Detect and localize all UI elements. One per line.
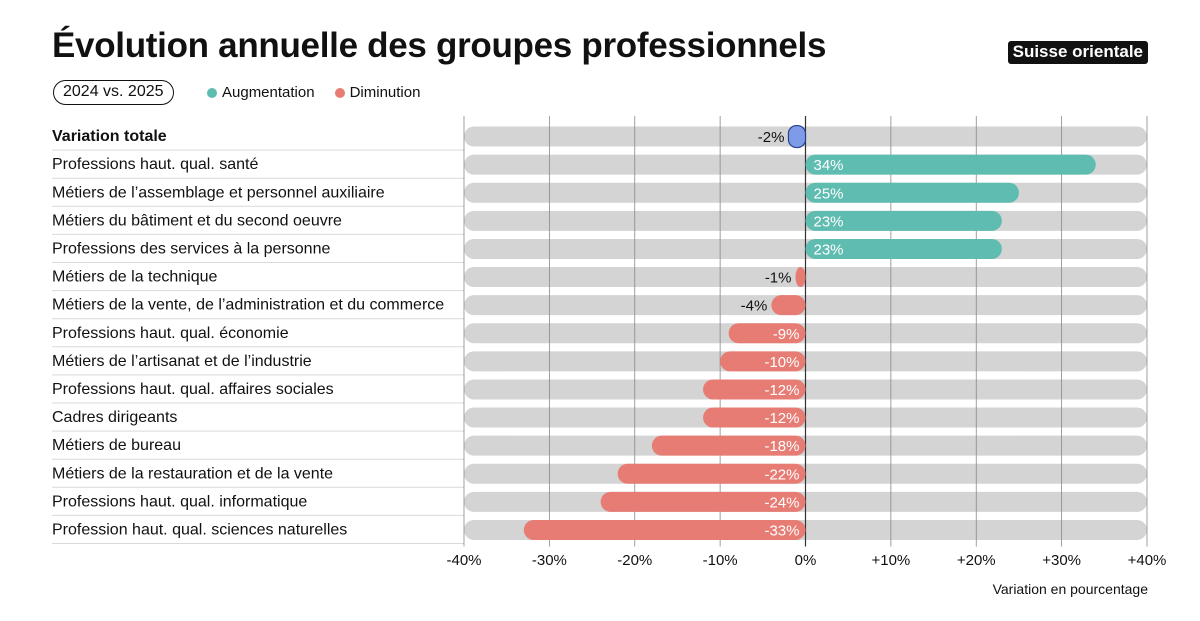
x-tick-label: -30% [532, 552, 567, 569]
bar [795, 267, 806, 288]
category-label: Métiers de l’assemblage et personnel aux… [52, 184, 385, 201]
x-tick-label: 0% [795, 552, 817, 569]
bar [728, 323, 806, 344]
bar [805, 182, 1019, 203]
category-label: Cadres dirigeants [52, 409, 177, 426]
x-axis-title: Variation en pourcentage [992, 581, 1148, 597]
bar [523, 519, 806, 540]
legend-dot-decrease [334, 87, 345, 98]
bar [771, 295, 806, 316]
category-label: Professions haut. qual. économie [52, 325, 289, 342]
bar-value-label: -33% [764, 522, 799, 539]
category-label: Professions haut. qual. informatique [52, 493, 307, 510]
bar [805, 238, 1002, 259]
region-badge: Suisse orientale [1007, 41, 1148, 64]
bar-value-label: -4% [741, 298, 768, 315]
bar-value-label: -12% [764, 410, 799, 427]
bar-value-label: -10% [764, 354, 799, 371]
x-tick-label: +20% [957, 552, 996, 569]
legend-item-increase: Augmentation [207, 84, 315, 101]
bar-value-label: 25% [814, 185, 844, 202]
bar [703, 379, 806, 400]
category-label: Métiers de l’artisanat et de l’industrie [52, 353, 312, 370]
bar [805, 210, 1002, 231]
category-label: Profession haut. qual. sciences naturell… [52, 521, 347, 538]
x-tick-label: -10% [703, 552, 738, 569]
label-layer: Variation totale Professions haut. qual. … [52, 128, 1166, 569]
bar-value-label: -2% [758, 129, 785, 146]
category-label: Métiers de la restauration et de la vent… [52, 465, 333, 482]
category-label: Professions haut. qual. santé [52, 156, 258, 173]
legend: Augmentation Diminution [207, 84, 440, 101]
legend-label-decrease: Diminution [349, 84, 421, 101]
bar [703, 407, 806, 428]
x-tick-label: +10% [871, 552, 910, 569]
category-label: Variation totale [52, 128, 167, 145]
bar-value-label: -12% [764, 382, 799, 399]
legend-item-decrease: Diminution [334, 84, 421, 101]
x-tick-label: -40% [446, 552, 481, 569]
bar-value-label: 23% [814, 213, 844, 230]
chart-title: Évolution annuelle des groupes professio… [52, 26, 827, 65]
bar-value-label: -24% [764, 494, 799, 511]
bar [720, 351, 806, 372]
bar-value-label: -9% [773, 326, 800, 343]
bar-value-label: -22% [764, 466, 799, 483]
category-label: Métiers de bureau [52, 437, 181, 454]
legend-label-increase: Augmentation [222, 84, 315, 101]
bar-value-label: 23% [814, 241, 844, 258]
legend-dot-increase [207, 87, 217, 98]
bar-layer [523, 124, 1096, 540]
category-label: Métiers de la technique [52, 269, 218, 286]
bar [805, 154, 1096, 175]
x-tick-label: +30% [1042, 552, 1081, 569]
period-pill: 2024 vs. 2025 [53, 80, 174, 105]
x-tick-label: -20% [617, 552, 652, 569]
bar-total [787, 124, 807, 149]
bar-value-label: -1% [765, 270, 792, 287]
category-label: Métiers du bâtiment et du second oeuvre [52, 212, 342, 229]
category-label: Professions haut. qual. affaires sociale… [52, 381, 334, 398]
category-label: Métiers de la vente, de l’administration… [52, 297, 444, 314]
category-label: Professions des services à la personne [52, 240, 330, 257]
bar-value-label: -18% [764, 438, 799, 455]
bar [600, 491, 806, 512]
x-tick-label: +40% [1128, 552, 1167, 569]
bar [651, 435, 806, 456]
bar-value-label: 34% [814, 157, 844, 174]
bar [617, 463, 806, 484]
